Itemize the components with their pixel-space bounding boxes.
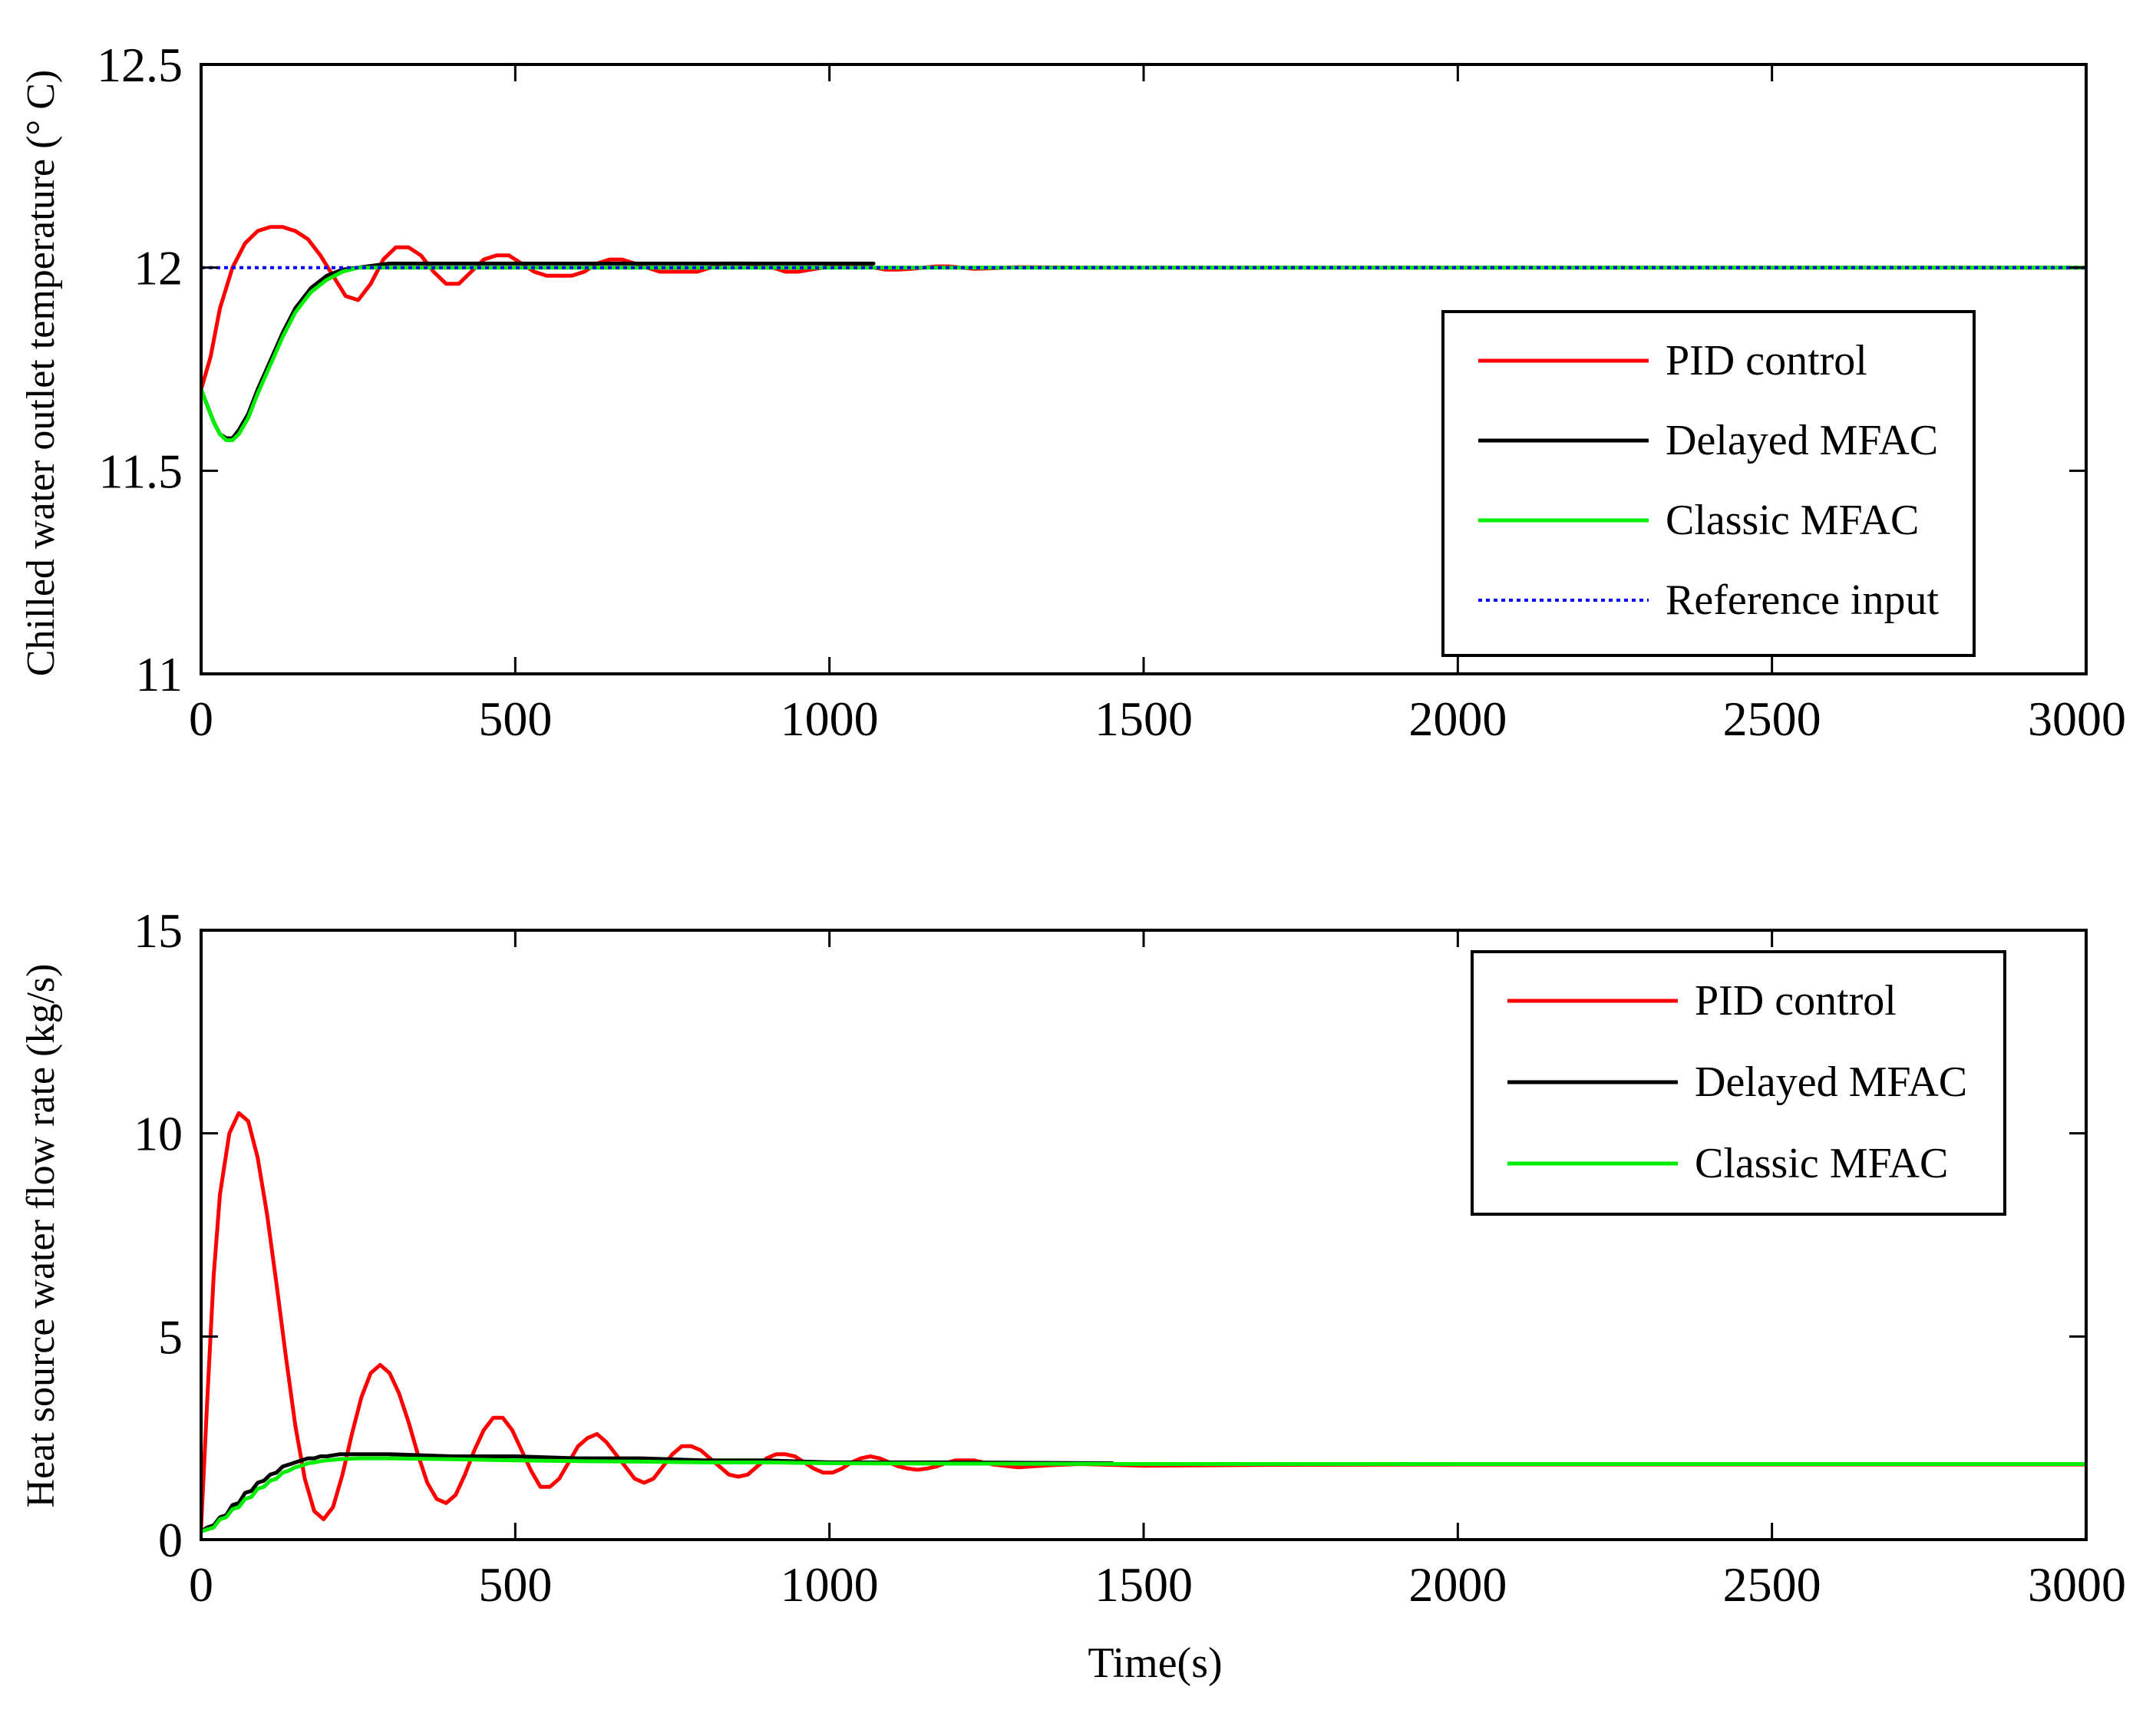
flow-x-tick-label: 3000 <box>2028 1557 2126 1612</box>
flow-x-tick-label: 500 <box>478 1557 552 1612</box>
temp-x-tick-label: 500 <box>478 692 552 746</box>
temp-legend-label-reference-input: Reference input <box>1666 576 1939 624</box>
temp-y-tick-label: 12 <box>134 241 183 295</box>
flow-legend-label-classic-mfac: Classic MFAC <box>1695 1140 1948 1187</box>
flow-series-delayed-mfac <box>201 1452 1114 1533</box>
flow-x-tick-label: 1000 <box>781 1557 879 1612</box>
flow-y-tick-label: 5 <box>158 1309 183 1364</box>
flow-x-tick-label: 0 <box>189 1557 213 1612</box>
flow-y-tick-label: 0 <box>158 1513 183 1567</box>
flow-x-tick-label: 2500 <box>1723 1557 1821 1612</box>
temp-legend-label-pid-control: PID control <box>1666 337 1867 385</box>
temperature-chart: 0 500 1000 1500 2000 2500 3000 11 11.5 12 12.5 Chi… <box>19 38 2126 746</box>
flow-rate-y-axis-label: Heat source water flow rate (kg/s) <box>19 964 63 1508</box>
temperature-y-axis-label: Chilled water outlet temperature (° C) <box>19 70 63 676</box>
temp-x-tick-label: 3000 <box>2028 692 2126 746</box>
flow-series-pid-control <box>201 1111 2086 1530</box>
flow-y-tick-label: 15 <box>134 903 183 958</box>
temp-legend-label-delayed-mfac: Delayed MFAC <box>1666 417 1938 464</box>
temp-series-delayed-mfac <box>201 261 876 441</box>
temp-x-tick-label: 1500 <box>1095 692 1193 746</box>
temp-legend-label-classic-mfac: Classic MFAC <box>1666 497 1919 544</box>
temp-y-tick-label: 11.5 <box>98 444 183 498</box>
flow-legend-label-delayed-mfac: Delayed MFAC <box>1695 1058 1967 1106</box>
temp-y-tick-label: 12.5 <box>97 38 183 92</box>
flow-series-classic-mfac <box>201 1456 2086 1533</box>
temp-x-tick-label: 0 <box>189 692 213 746</box>
time-x-axis-label: Time(s) <box>1088 1639 1222 1687</box>
temp-x-tick-label: 1000 <box>781 692 879 746</box>
flow-rate-chart: 0 500 1000 1500 2000 2500 3000 0 5 10 15 Heat sour… <box>19 903 2126 1687</box>
flow-y-tick-label: 10 <box>134 1107 183 1161</box>
temp-y-tick-label: 11 <box>135 647 183 701</box>
flow-x-tick-label: 1500 <box>1095 1557 1193 1612</box>
temp-x-tick-label: 2000 <box>1408 692 1507 746</box>
temp-x-tick-label: 2500 <box>1723 692 1821 746</box>
flow-legend-label-pid-control: PID control <box>1695 977 1897 1025</box>
flow-x-tick-label: 2000 <box>1408 1557 1507 1612</box>
temp-legend-box <box>1441 310 1976 657</box>
